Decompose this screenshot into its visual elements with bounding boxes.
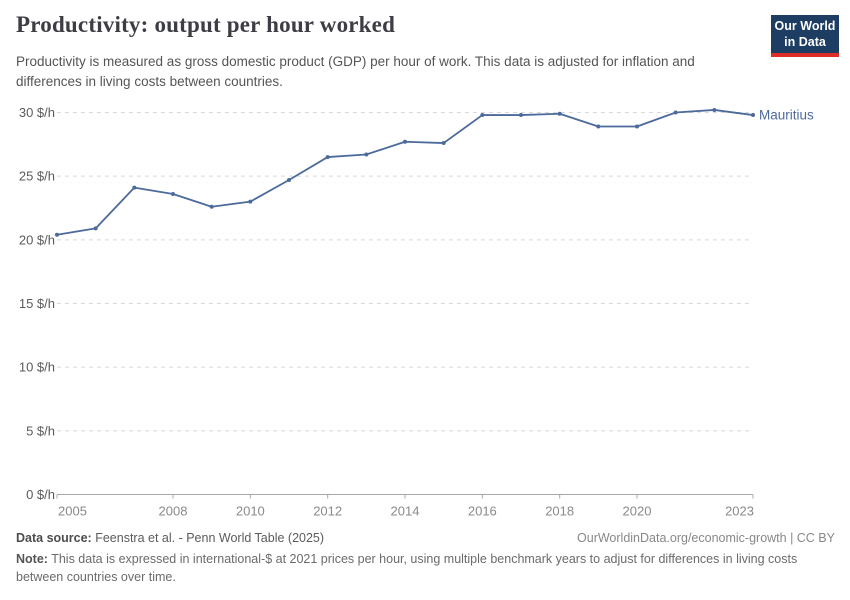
data-point <box>248 199 253 204</box>
data-point <box>751 113 755 118</box>
y-axis-tick-label: 15 $/h <box>19 296 55 311</box>
data-point <box>712 107 717 112</box>
data-source-text: Feenstra et al. - Penn World Table (2025… <box>91 531 325 545</box>
footer-note: Note: This data is expressed in internat… <box>16 551 816 586</box>
x-axis-tick-label: 2020 <box>623 504 652 519</box>
note-text: This data is expressed in international-… <box>16 552 798 584</box>
data-point <box>403 139 407 144</box>
data-point <box>171 191 175 196</box>
data-point <box>596 124 601 129</box>
series-label: Mauritius <box>759 108 814 123</box>
data-source: Data source: Feenstra et al. - Penn Worl… <box>16 531 324 545</box>
owid-logo-line2: in Data <box>784 34 826 49</box>
x-axis-tick-label: 2005 <box>58 504 87 519</box>
y-axis-tick-label: 0 $/h <box>26 487 55 502</box>
data-source-label: Data source: <box>16 531 92 545</box>
owid-logo-line1: Our World <box>774 19 836 33</box>
x-axis-tick-label: 2014 <box>391 504 420 519</box>
data-point <box>93 226 98 231</box>
data-point <box>441 141 446 146</box>
x-axis-tick-label: 2016 <box>468 504 497 519</box>
data-point <box>364 152 369 157</box>
page-title: Productivity: output per hour worked <box>16 12 396 37</box>
data-point <box>325 155 330 160</box>
data-point <box>132 185 137 190</box>
data-point <box>519 113 523 118</box>
x-axis-tick-label: 2023 <box>725 504 754 519</box>
note-label: Note: <box>16 552 48 566</box>
y-axis-tick-label: 5 $/h <box>26 423 55 438</box>
y-axis-tick-label: 25 $/h <box>19 169 55 184</box>
y-axis-tick-label: 10 $/h <box>19 360 55 375</box>
data-line <box>56 109 754 236</box>
owid-logo-text: Our World in Data <box>771 15 839 54</box>
data-point <box>557 111 562 116</box>
data-point <box>287 177 291 182</box>
data-point <box>55 232 59 237</box>
license-link[interactable]: OurWorldinData.org/economic-growth | CC … <box>577 531 835 545</box>
y-axis-tick-label: 30 $/h <box>19 105 55 120</box>
chart-subtitle: Productivity is measured as gross domest… <box>16 54 695 89</box>
owid-logo-accent-bar <box>771 53 839 58</box>
y-axis-tick-label: 20 $/h <box>19 232 55 247</box>
x-axis-tick-label: 2012 <box>313 504 342 519</box>
owid-logo: Our World in Data <box>771 15 839 58</box>
data-point <box>209 204 214 209</box>
x-axis-tick-label: 2010 <box>236 504 265 519</box>
data-point <box>673 110 678 115</box>
x-axis-tick-label: 2008 <box>159 504 188 519</box>
data-point <box>480 113 485 118</box>
footer-source-row: Data source: Feenstra et al. - Penn Worl… <box>16 531 835 545</box>
x-axis-tick-label: 2018 <box>545 504 574 519</box>
data-point <box>635 124 639 129</box>
